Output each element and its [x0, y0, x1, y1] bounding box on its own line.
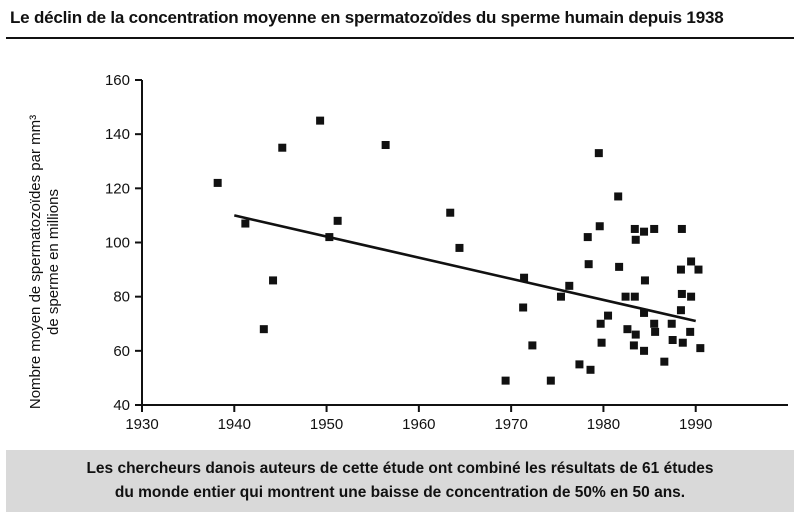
data-point — [381, 141, 390, 149]
data-point — [278, 143, 287, 152]
x-tick-label: 1970 — [494, 416, 527, 433]
title-divider — [6, 37, 794, 39]
data-point — [213, 178, 222, 187]
data-point — [630, 224, 639, 233]
data-point — [501, 376, 510, 385]
data-point — [660, 357, 669, 366]
data-point — [575, 360, 584, 369]
data-points — [213, 116, 705, 385]
data-point — [677, 289, 686, 298]
data-point — [594, 149, 603, 158]
data-point — [621, 292, 630, 301]
axes — [141, 80, 788, 406]
x-tick-label: 1950 — [310, 416, 343, 433]
data-point — [630, 292, 639, 301]
x-tick-label: 1930 — [125, 416, 158, 433]
y-tick-label: 40 — [113, 397, 130, 414]
y-tick-label: 80 — [113, 289, 130, 306]
data-point — [520, 273, 529, 282]
data-point — [259, 325, 268, 334]
tick-labels: 40 60 80 100 120 140 160 1930 1940 1950 1960 1970 19… — [105, 72, 712, 433]
data-point — [686, 327, 695, 336]
x-tick-label: 1940 — [218, 416, 251, 433]
data-point — [528, 341, 537, 350]
data-point — [583, 233, 592, 242]
data-point — [556, 292, 565, 301]
data-point — [640, 227, 649, 236]
data-point — [325, 233, 334, 242]
y-tick-label: 100 — [105, 235, 130, 252]
data-point — [546, 376, 555, 385]
y-tick-label: 160 — [105, 72, 130, 89]
data-point — [651, 327, 660, 336]
data-point — [676, 306, 685, 315]
data-point — [586, 365, 595, 374]
data-point — [604, 311, 613, 320]
data-point — [595, 222, 604, 231]
data-point — [677, 224, 686, 233]
data-point — [629, 341, 638, 350]
tick-marks — [135, 79, 697, 412]
data-point — [565, 281, 574, 290]
data-point — [687, 257, 696, 266]
data-point — [640, 346, 649, 355]
data-point — [584, 260, 593, 269]
data-point — [678, 338, 687, 347]
data-point — [597, 338, 606, 347]
data-point — [615, 262, 624, 271]
data-point — [241, 219, 250, 228]
data-point — [696, 344, 705, 353]
y-tick-label: 120 — [105, 180, 130, 197]
data-point — [519, 303, 528, 312]
data-point — [596, 319, 605, 328]
data-point — [614, 192, 623, 201]
data-point — [676, 265, 685, 274]
chart-title: Le déclin de la concentration moyenne en… — [10, 8, 724, 27]
x-tick-label: 1990 — [679, 416, 712, 433]
x-tick-label: 1960 — [402, 416, 435, 433]
x-tick-label: 1980 — [587, 416, 620, 433]
data-point — [650, 319, 659, 328]
y-axis-title-line1: Nombre moyen de spermatozoïdes par mm³ — [27, 115, 44, 409]
data-point — [631, 330, 640, 339]
scatter-chart: 40 60 80 100 120 140 160 1930 1940 1950 1960 1970 19… — [27, 72, 788, 433]
data-point — [623, 325, 632, 334]
data-point — [667, 319, 676, 328]
data-point — [640, 308, 649, 317]
data-point — [455, 243, 464, 252]
y-tick-label: 60 — [113, 343, 130, 360]
trend-line — [233, 214, 697, 323]
caption-line-1: Les chercheurs danois auteurs de cette é… — [86, 460, 714, 477]
data-point — [269, 276, 278, 285]
data-point — [333, 216, 342, 225]
caption-box: Les chercheurs danois auteurs de cette é… — [6, 450, 794, 512]
y-tick-label: 140 — [105, 126, 130, 143]
data-point — [687, 292, 696, 301]
data-point — [668, 336, 677, 344]
caption-line-2: du monde entier qui montrent une baisse … — [114, 484, 686, 501]
y-axis-title-line2: de sperme en millions — [45, 189, 62, 335]
data-point — [640, 276, 649, 285]
data-point — [694, 265, 703, 274]
data-point — [631, 235, 640, 244]
data-point — [650, 224, 659, 233]
data-point — [316, 116, 325, 125]
data-point — [446, 208, 455, 217]
